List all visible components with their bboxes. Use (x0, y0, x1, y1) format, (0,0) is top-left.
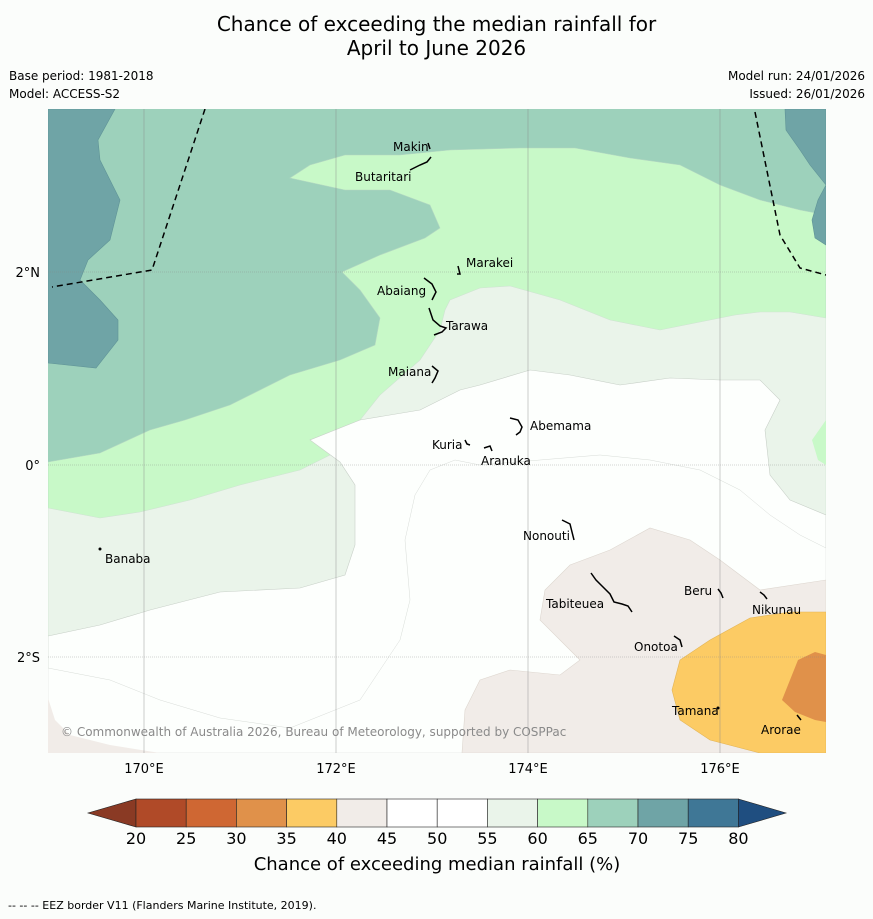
band-40-45-left (48, 698, 160, 753)
label-abaiang: Abaiang (377, 284, 426, 298)
label-kuria: Kuria (432, 438, 463, 452)
issued-date: Issued: 26/01/2026 (749, 87, 865, 101)
lat-label-2s: 2°S (17, 651, 40, 666)
copyright-notice: © Commonwealth of Australia 2026, Bureau… (61, 725, 566, 739)
colorbar-tick-label: 45 (377, 829, 397, 848)
label-nonouti: Nonouti (523, 529, 570, 543)
label-nikunau: Nikunau (752, 603, 801, 617)
colorbar-segment (436, 798, 488, 828)
lat-label-2n: 2°N (16, 266, 41, 281)
label-abemama: Abemama (530, 419, 591, 433)
label-beru: Beru (684, 584, 712, 598)
label-arorae: Arorae (761, 723, 801, 737)
nonouti-island (561, 519, 575, 541)
beru-island (717, 588, 724, 599)
colorbar-segment (637, 798, 689, 828)
colorbar-tick-label: 20 (126, 829, 146, 848)
meta-left: Base period: 1981-2018 Model: ACCESS-S2 (9, 67, 154, 103)
makin-island (427, 142, 431, 150)
banaba-island (98, 547, 102, 551)
colorbar-segment (286, 798, 338, 828)
abemama-island (509, 417, 523, 436)
abaiang-island (423, 277, 437, 301)
eez-footnote: -- -- -- EEZ border V11 (Flanders Marine… (8, 899, 317, 912)
lat-labels: 2°N 0° 2°S (16, 266, 41, 666)
lon-labels: 170°E 172°E 174°E 176°E (124, 762, 740, 777)
label-butaritari: Butaritari (355, 170, 412, 184)
colorbar-tick-label: 60 (527, 829, 547, 848)
title-line-2: April to June 2026 (346, 36, 527, 60)
colorbar-tick-label: 75 (678, 829, 698, 848)
colorbar-tick-labels: 20 25 30 35 40 45 50 55 60 65 70 75 80 (126, 829, 749, 848)
colorbar-tick-label: 40 (327, 829, 347, 848)
colorbar-tick-label: 70 (628, 829, 648, 848)
gridlines (48, 109, 826, 753)
colorbar-segment (386, 798, 438, 828)
band-70-75-right (784, 109, 826, 246)
label-marakei: Marakei (466, 256, 513, 270)
colorbar-segment (687, 798, 739, 828)
onotoa-island (673, 635, 683, 648)
lon-label-172e: 172°E (316, 762, 356, 777)
band-35-40 (671, 611, 826, 753)
colorbar-segment (185, 798, 237, 828)
tabiteuea-island (590, 572, 633, 613)
place-labels: Makin Butaritari Marakei Abaiang Tarawa … (105, 140, 801, 737)
colorbar-segment (236, 798, 287, 828)
colorbar-tick-label: 65 (578, 829, 598, 848)
label-tamana: Tamana (671, 704, 719, 718)
colorbar-tick-label: 80 (728, 829, 748, 848)
colorbar-tick-label: 50 (427, 829, 447, 848)
arorae-island (796, 714, 802, 721)
tarawa-island (428, 307, 448, 336)
marakei-island (457, 265, 461, 275)
lon-label-170e: 170°E (124, 762, 164, 777)
band-70-75-left (48, 109, 121, 369)
label-aranuka: Aranuka (481, 454, 531, 468)
meta-right: Model run: 24/01/2026 Issued: 26/01/2026 (728, 67, 865, 103)
colorbar-label: Chance of exceeding median rainfall (%) (254, 854, 621, 875)
nikunau-island (759, 591, 768, 600)
colorbar-tick-label: 35 (276, 829, 296, 848)
label-tarawa: Tarawa (445, 319, 488, 333)
aranuka-island (483, 445, 493, 452)
eez-border (51, 109, 826, 288)
tamana-island (716, 706, 720, 710)
island-outlines (98, 142, 802, 721)
title-line-1: Chance of exceeding the median rainfall … (216, 12, 657, 36)
colorbar-segment (587, 798, 639, 828)
colorbar-tick-label: 30 (226, 829, 246, 848)
lon-label-174e: 174°E (508, 762, 548, 777)
maiana-island (431, 365, 439, 384)
map-title: Chance of exceeding the median rainfall … (0, 12, 873, 60)
lat-label-0: 0° (25, 459, 40, 474)
label-onotoa: Onotoa (634, 640, 678, 654)
label-tabiteuea: Tabiteuea (545, 597, 604, 611)
model-run: Model run: 24/01/2026 (727, 69, 865, 83)
colorbar-segment (487, 798, 538, 828)
map-area: Makin Butaritari Marakei Abaiang Tarawa … (48, 109, 826, 753)
lon-label-176e: 176°E (700, 762, 740, 777)
colorbar-under-arrow (86, 798, 137, 828)
colorbar-segment (336, 798, 388, 828)
label-banaba: Banaba (105, 552, 151, 566)
kuria-island (464, 439, 471, 446)
label-makin: Makin (393, 140, 429, 154)
colorbar (86, 798, 788, 828)
band-60-65-edge (812, 420, 826, 465)
butaritari-island (409, 156, 432, 171)
base-period: Base period: 1981-2018 (9, 69, 154, 83)
colorbar-segment (537, 798, 589, 828)
band-30-35 (782, 652, 826, 722)
colorbar-segment (135, 798, 187, 828)
colorbar-over-arrow (738, 798, 788, 828)
colorbar-tick-label: 25 (176, 829, 196, 848)
label-maiana: Maiana (388, 365, 431, 379)
colorbar-tick-label: 55 (477, 829, 497, 848)
model-name: Model: ACCESS-S2 (9, 87, 121, 101)
